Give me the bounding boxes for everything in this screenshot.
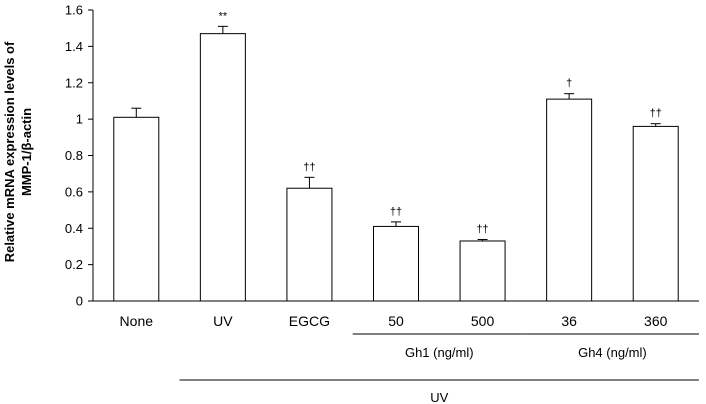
group-label: UV xyxy=(430,390,448,404)
bar xyxy=(113,116,160,302)
x-tick-label: None xyxy=(120,313,154,329)
bar xyxy=(286,187,333,302)
x-tick-label: EGCG xyxy=(289,313,330,329)
x-tick-label: 500 xyxy=(471,313,495,329)
y-tick-label: 1.6 xyxy=(65,3,83,18)
y-tick-label: 0.8 xyxy=(65,148,83,163)
y-tick-label: 0.2 xyxy=(65,257,83,272)
y-tick-label: 0.4 xyxy=(65,221,83,236)
significance-marker: †† xyxy=(650,108,662,120)
x-tick-label: UV xyxy=(213,313,233,329)
y-tick-label: 1.2 xyxy=(65,75,83,90)
significance-marker: †† xyxy=(303,161,315,173)
x-tick-label: 36 xyxy=(561,313,577,329)
y-tick-label: 0.6 xyxy=(65,184,83,199)
x-tick-label: 360 xyxy=(644,313,668,329)
significance-marker: †† xyxy=(390,206,402,218)
bar xyxy=(459,240,506,302)
bar xyxy=(199,33,246,302)
y-tick-label: 0 xyxy=(76,294,83,309)
y-tick-label: 1 xyxy=(76,112,83,127)
y-axis-label-line2: MMP-1/β-actin xyxy=(19,108,34,196)
y-tick-label: 1.4 xyxy=(65,39,83,54)
significance-marker: † xyxy=(566,78,572,90)
y-axis-label-line1: Relative mRNA expression levels of xyxy=(2,41,17,262)
significance-marker: ** xyxy=(219,10,228,22)
bar xyxy=(373,225,419,302)
significance-marker: †† xyxy=(476,224,488,236)
bar xyxy=(546,98,593,302)
bar xyxy=(632,125,679,302)
group-label: Gh4 (ng/ml) xyxy=(578,345,647,360)
group-label: Gh1 (ng/ml) xyxy=(405,345,474,360)
x-tick-label: 50 xyxy=(388,313,404,329)
